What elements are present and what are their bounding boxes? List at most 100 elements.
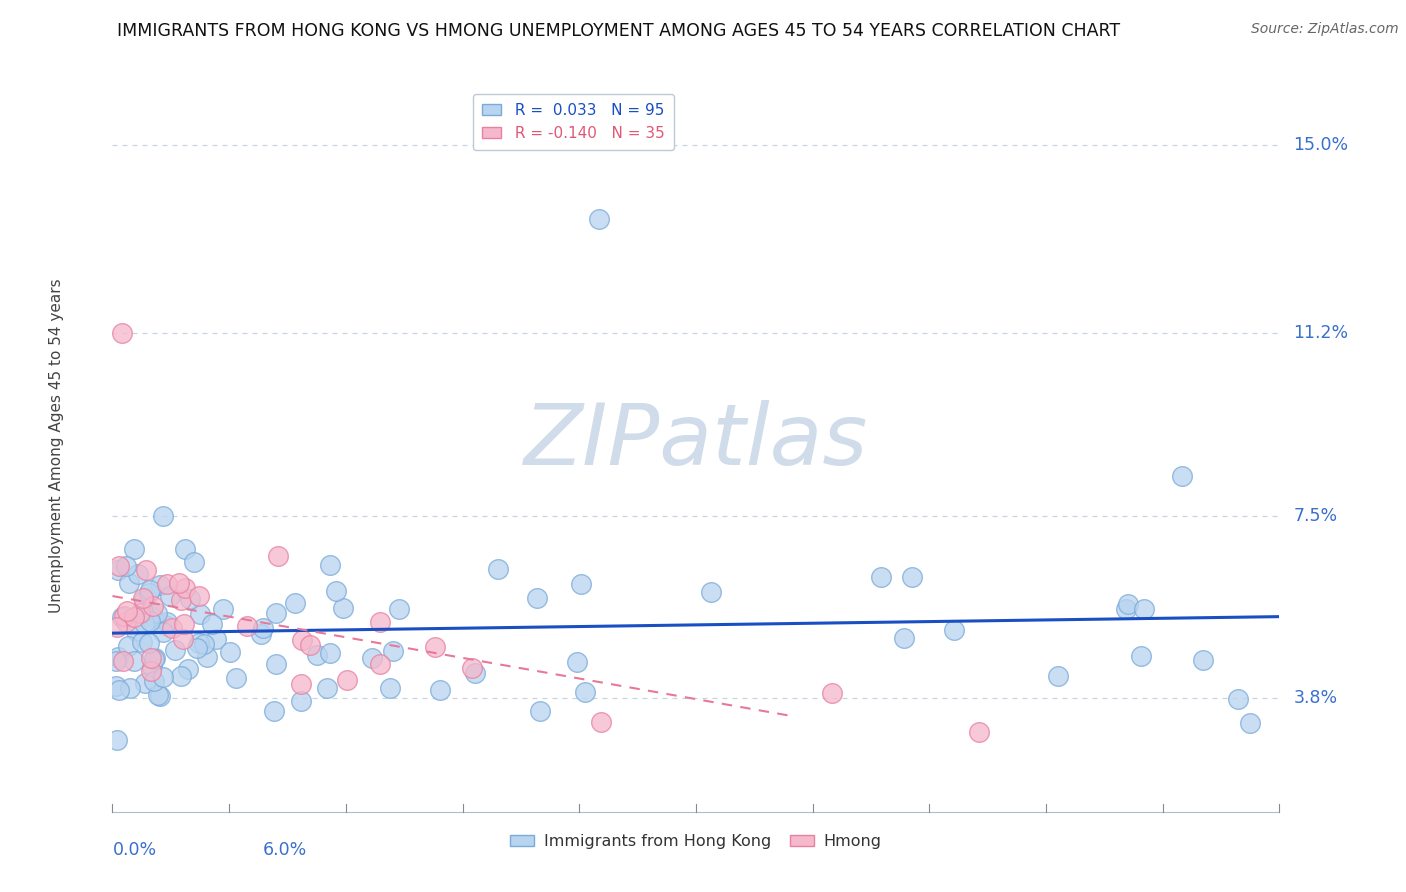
Point [105,654,128,668]
Point [152,625,174,640]
Point [105,619,128,633]
Point [893,631,915,645]
Point [1047,669,1070,683]
Point [152,670,174,684]
Point [264,657,287,671]
Point [120,681,142,695]
Point [167,575,190,590]
Point [142,599,165,613]
Point [112,654,135,668]
Point [139,582,162,597]
Point [305,648,328,662]
Point [156,577,179,591]
Point [461,661,484,675]
Point [901,570,924,584]
Point [388,602,411,616]
Point [291,633,314,648]
Point [174,581,197,595]
Point [129,606,152,620]
Point [132,616,155,631]
Point [131,635,153,649]
Point [263,704,285,718]
Point [319,647,342,661]
Point [139,665,162,679]
Point [225,671,247,685]
Point [266,549,288,563]
Point [145,650,167,665]
Point [700,584,723,599]
Point [145,606,167,620]
Point [574,684,596,698]
Point [159,589,181,603]
Point [108,682,131,697]
Point [429,683,451,698]
Point [162,621,184,635]
Point [821,686,844,700]
Point [105,679,128,693]
Point [122,541,145,556]
Point [299,638,322,652]
Point [111,326,134,340]
Point [219,645,242,659]
Point [112,608,135,623]
Point [107,558,129,573]
Point [571,576,593,591]
Point [290,694,312,708]
Point [1191,653,1213,667]
Point [186,641,208,656]
Point [105,733,128,747]
Point [142,652,165,666]
Point [170,668,193,682]
Point [139,614,162,628]
Text: 11.2%: 11.2% [1294,324,1348,342]
Point [139,650,162,665]
Text: Unemployment Among Ages 45 to 54 years: Unemployment Among Ages 45 to 54 years [49,278,63,614]
Legend: Immigrants from Hong Kong, Hmong: Immigrants from Hong Kong, Hmong [503,828,889,855]
Point [212,602,235,616]
Point [378,681,401,695]
Point [127,566,149,581]
Point [193,637,215,651]
Point [107,649,129,664]
Point [967,725,990,739]
Text: IMMIGRANTS FROM HONG KONG VS HMONG UNEMPLOYMENT AMONG AGES 45 TO 54 YEARS CORREL: IMMIGRANTS FROM HONG KONG VS HMONG UNEMP… [117,22,1121,40]
Point [134,676,156,690]
Point [368,615,391,629]
Point [1118,597,1140,611]
Point [188,607,211,621]
Point [1129,648,1152,663]
Point [252,621,274,635]
Point [138,636,160,650]
Text: 0.0%: 0.0% [112,841,156,859]
Point [115,604,138,618]
Point [183,555,205,569]
Point [943,623,966,637]
Text: 7.5%: 7.5% [1294,507,1337,524]
Point [1132,602,1154,616]
Point [135,563,157,577]
Point [290,677,312,691]
Point [423,640,446,655]
Point [567,655,589,669]
Point [325,583,347,598]
Point [141,660,163,674]
Point [464,665,486,680]
Point [284,596,307,610]
Text: ZIPatlas: ZIPatlas [524,400,868,483]
Text: Source: ZipAtlas.com: Source: ZipAtlas.com [1251,22,1399,37]
Point [114,615,136,629]
Point [1239,715,1261,730]
Point [118,575,141,590]
Point [170,593,193,607]
Point [173,617,195,632]
Point [195,650,218,665]
Point [124,624,146,639]
Point [589,714,612,729]
Point [138,586,160,600]
Point [315,681,337,695]
Point [152,508,174,523]
Point [172,632,194,647]
Point [142,610,165,624]
Point [117,639,139,653]
Point [174,542,197,557]
